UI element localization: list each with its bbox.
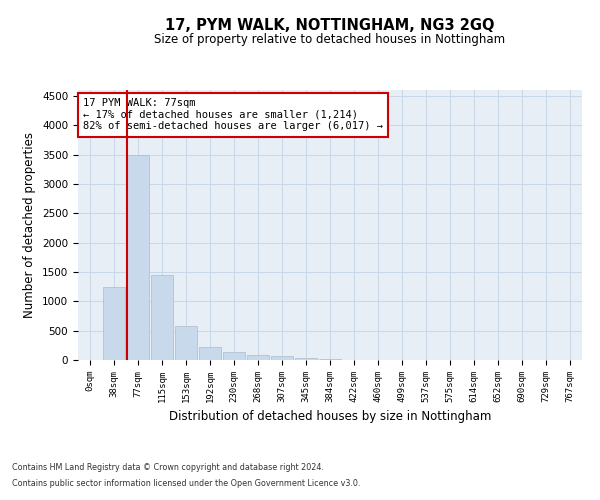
Text: Size of property relative to detached houses in Nottingham: Size of property relative to detached ho…: [154, 32, 506, 46]
Bar: [223, 352, 245, 360]
Text: 17 PYM WALK: 77sqm
← 17% of detached houses are smaller (1,214)
82% of semi-deta: 17 PYM WALK: 77sqm ← 17% of detached hou…: [83, 98, 383, 132]
Bar: [127, 154, 149, 360]
Bar: [271, 356, 293, 360]
Bar: [151, 275, 173, 360]
Text: Contains HM Land Registry data © Crown copyright and database right 2024.: Contains HM Land Registry data © Crown c…: [12, 464, 324, 472]
Bar: [247, 354, 269, 360]
Bar: [199, 346, 221, 360]
Bar: [103, 286, 125, 360]
Text: 17, PYM WALK, NOTTINGHAM, NG3 2GQ: 17, PYM WALK, NOTTINGHAM, NG3 2GQ: [165, 18, 495, 32]
X-axis label: Distribution of detached houses by size in Nottingham: Distribution of detached houses by size …: [169, 410, 491, 424]
Bar: [295, 358, 317, 360]
Bar: [175, 326, 197, 360]
Y-axis label: Number of detached properties: Number of detached properties: [23, 132, 37, 318]
Text: Contains public sector information licensed under the Open Government Licence v3: Contains public sector information licen…: [12, 478, 361, 488]
